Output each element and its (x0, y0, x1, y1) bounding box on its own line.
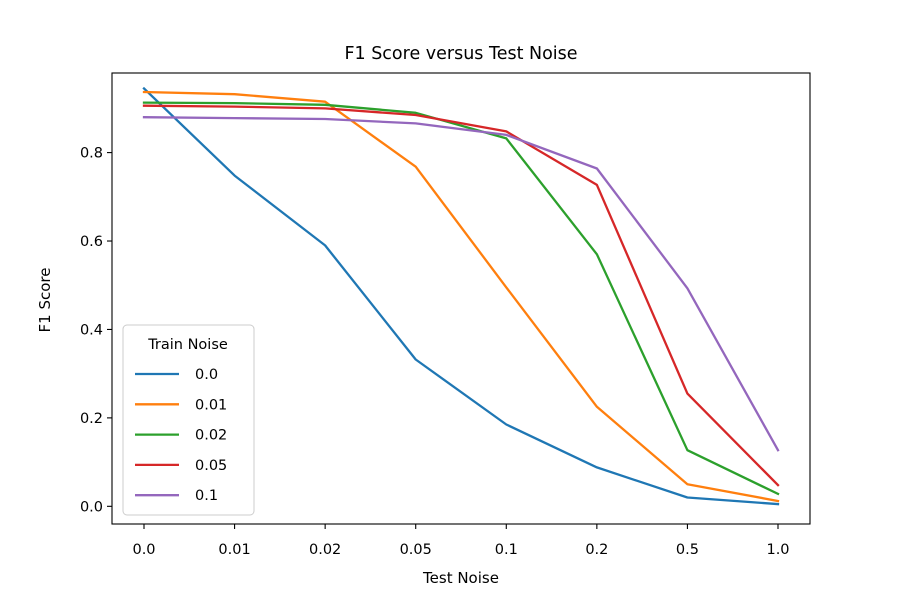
plot-area (111, 72, 811, 525)
x-tick-label: 0.0 (132, 542, 155, 558)
legend-entry-label: 0.02 (195, 428, 227, 444)
legend-entry-label: 0.05 (195, 458, 227, 474)
legend-entry-label: 0.0 (195, 367, 218, 383)
legend-entry-label: 0.01 (195, 397, 227, 413)
legend-title: Train Noise (147, 337, 228, 353)
series-line-3 (142, 104, 780, 487)
axis-ticks: 0.0 0.01 0.02 0.05 0.1 0.2 0.5 1.0 0.0 0.2 0.4 0.6 0… (80, 146, 790, 558)
series-line-0 (142, 86, 780, 506)
y-tick-label: 0.0 (80, 499, 103, 515)
x-tick-label: 0.1 (495, 542, 518, 558)
x-tick-label: 1.0 (766, 542, 789, 558)
legend: Train Noise 0.0 0.01 0.02 0.05 0.1 (122, 324, 255, 516)
y-tick-label: 0.8 (80, 146, 103, 162)
axes-frame (111, 72, 811, 525)
x-tick-label: 0.5 (676, 542, 699, 558)
legend-box (122, 324, 255, 516)
series-line-1 (142, 90, 780, 503)
x-tick-label: 0.2 (585, 542, 608, 558)
x-axis-label: Test Noise (422, 569, 499, 587)
x-tick-label: 0.02 (309, 542, 341, 558)
legend-entry-label: 0.1 (195, 488, 218, 504)
series-line-4 (142, 116, 780, 452)
x-tick-label: 0.01 (218, 542, 250, 558)
x-tick-label: 0.05 (400, 542, 432, 558)
y-axis-label: F1 Score (36, 268, 54, 333)
y-tick-label: 0.2 (80, 411, 103, 427)
series-line-2 (142, 101, 780, 496)
chart-title: F1 Score versus Test Noise (344, 44, 577, 64)
y-tick-label: 0.6 (80, 234, 103, 250)
y-tick-label: 0.4 (80, 322, 103, 338)
